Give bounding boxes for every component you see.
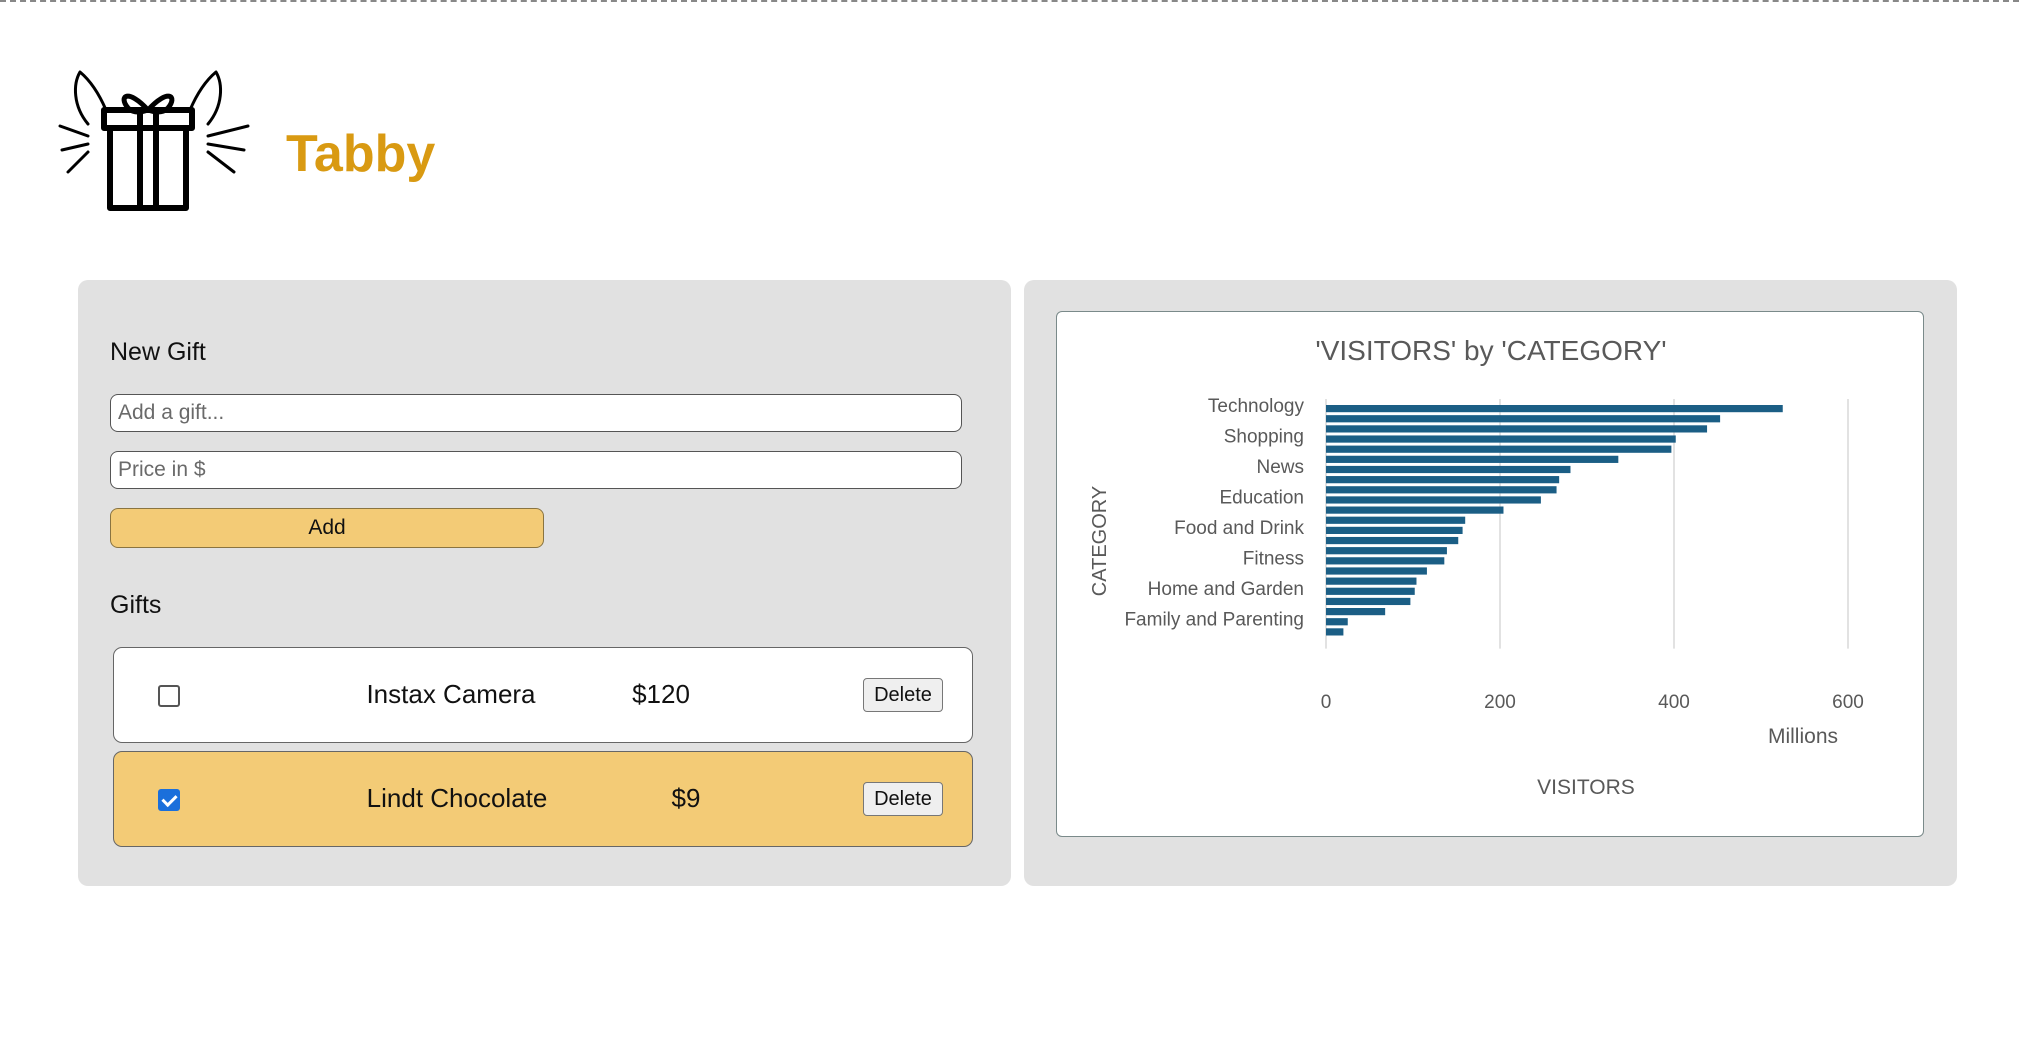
add-gift-button[interactable]: Add	[110, 508, 544, 548]
gift-cat-icon	[58, 70, 250, 211]
y-tick-label: Technology	[1208, 396, 1305, 417]
chart-bar	[1326, 608, 1386, 616]
gift-price: $120	[632, 679, 690, 709]
chart-title: 'VISITORS' by 'CATEGORY'	[1315, 335, 1666, 366]
app-title: Tabby	[286, 125, 436, 183]
chart-bar	[1326, 547, 1447, 555]
chart-bar	[1326, 476, 1560, 484]
chart-y-axis-label: CATEGORY	[1089, 486, 1111, 596]
y-tick-label: Home and Garden	[1148, 579, 1304, 600]
y-tick-label: Family and Parenting	[1124, 609, 1304, 630]
gift-name: Instax Camera	[366, 679, 536, 709]
chart-x-axis-label: VISITORS	[1537, 776, 1635, 799]
gift-name: Lindt Chocolate	[366, 783, 548, 813]
y-tick-label: Food and Drink	[1174, 518, 1304, 539]
y-tick-label: Education	[1219, 488, 1304, 509]
delete-gift-button[interactable]: Delete	[863, 678, 943, 712]
chart-bar	[1326, 445, 1672, 453]
x-tick-label: 0	[1321, 692, 1332, 713]
chart-bar	[1326, 496, 1541, 504]
chart-bar	[1326, 536, 1459, 545]
gift-row: Instax Camera $120 Delete	[113, 647, 973, 743]
chart-panel: 'VISITORS' by 'CATEGORY' Technology Shopp…	[1024, 280, 1957, 886]
top-divider	[0, 0, 2019, 2]
y-tick-label: Shopping	[1224, 427, 1304, 448]
gift-form-panel: New Gift Add Gifts Instax Camera $120 De…	[78, 280, 1011, 886]
chart-bar	[1326, 415, 1721, 423]
app-header: Tabby	[58, 66, 758, 216]
chart-bar	[1326, 516, 1466, 524]
new-gift-heading: New Gift	[110, 338, 206, 366]
gift-name-input[interactable]	[110, 394, 962, 432]
chart-bar	[1326, 587, 1415, 595]
chart-x-ticks: 0 200 400 600	[1321, 692, 1864, 713]
chart-bar	[1326, 405, 1783, 413]
chart-bar	[1326, 628, 1344, 636]
chart-bar	[1326, 577, 1417, 585]
chart-bar	[1326, 597, 1411, 606]
chart-y-ticks: Technology Shopping News Education Food and …	[1124, 396, 1304, 630]
chart-bar	[1326, 486, 1557, 494]
gifts-heading: Gifts	[110, 591, 162, 619]
chart-bar	[1326, 506, 1504, 514]
chart-bar	[1326, 526, 1463, 534]
x-tick-label: 400	[1658, 692, 1690, 713]
y-tick-label: Fitness	[1243, 548, 1304, 569]
x-tick-label: 200	[1484, 692, 1516, 713]
gift-checkbox[interactable]	[158, 685, 180, 707]
gift-price: $9	[671, 783, 701, 813]
chart-bar	[1326, 435, 1676, 443]
chart-bar	[1326, 465, 1571, 474]
gift-checkbox[interactable]	[158, 789, 180, 811]
x-tick-label: 600	[1832, 692, 1864, 713]
chart-bars	[1326, 405, 1783, 636]
delete-gift-button[interactable]: Delete	[863, 782, 943, 816]
chart-bar	[1326, 618, 1348, 626]
gift-price-input[interactable]	[110, 451, 962, 489]
chart-bar	[1326, 425, 1708, 433]
chart-bar	[1326, 455, 1619, 463]
gift-row: Lindt Chocolate $9 Delete	[113, 751, 973, 847]
y-tick-label: News	[1256, 457, 1304, 478]
visitors-bar-chart: 'VISITORS' by 'CATEGORY' Technology Shopp…	[1089, 335, 1864, 799]
visitors-chart-card: 'VISITORS' by 'CATEGORY' Technology Shopp…	[1056, 311, 1924, 837]
chart-x-unit: Millions	[1768, 725, 1838, 748]
chart-bar	[1326, 557, 1445, 565]
chart-bar	[1326, 567, 1427, 575]
